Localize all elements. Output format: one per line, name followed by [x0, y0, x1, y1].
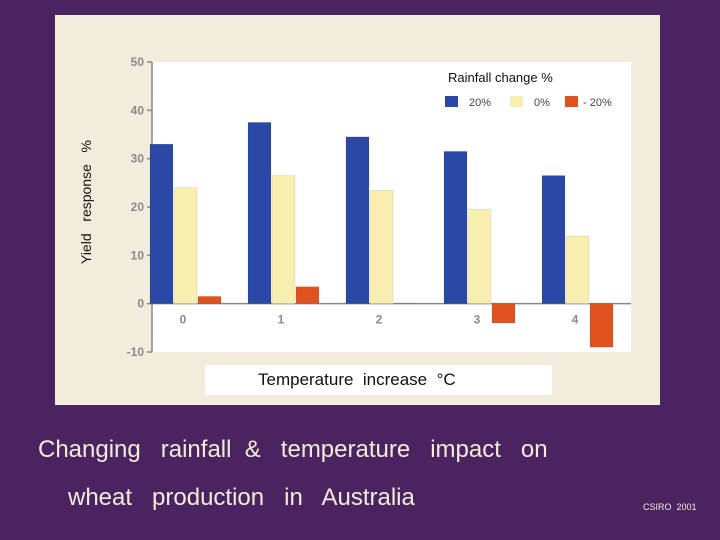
bar	[443, 151, 468, 304]
bar	[271, 175, 296, 304]
legend-swatch	[510, 96, 523, 107]
y-tick-label: -10	[127, 345, 145, 359]
x-tick-label: 0	[180, 313, 187, 327]
legend-label: 0%	[534, 97, 550, 109]
slide-title-line-1: Changing rainfall & temperature impact o…	[38, 436, 548, 463]
credit-text: CSIRO 2001	[643, 502, 697, 512]
bar	[197, 296, 222, 304]
x-tick-label: 2	[376, 313, 383, 327]
bar	[589, 303, 614, 348]
chart-panel: -10 0 10 20 30 40 50 0 1 2 3 4 Rainfall change % 20% 0…	[55, 15, 660, 405]
x-tick-label: 1	[278, 313, 285, 327]
bar	[565, 235, 590, 304]
y-tick-label: 30	[131, 152, 145, 166]
bar	[491, 303, 516, 324]
x-tick-label: 3	[474, 313, 481, 327]
legend-swatch	[445, 96, 458, 107]
bar	[247, 122, 272, 304]
y-tick-label: 10	[131, 248, 145, 262]
y-tick-label: 50	[131, 55, 145, 69]
bar	[173, 187, 198, 304]
bar-chart: -10 0 10 20 30 40 50 0 1 2 3 4 Rainfall change % 20% 0…	[127, 55, 631, 359]
legend-swatch	[565, 96, 578, 107]
y-axis-label: Yield response %	[78, 140, 94, 264]
x-axis-label: Temperature increase °C	[258, 370, 456, 389]
y-tick-label: 0	[137, 297, 144, 311]
x-tick-label: 4	[572, 313, 579, 327]
legend-label: - 20%	[583, 97, 612, 109]
bar	[295, 286, 320, 304]
bar	[369, 189, 394, 304]
bar	[345, 136, 370, 304]
x-axis-label-box	[205, 365, 552, 395]
bar	[541, 175, 566, 304]
bar	[149, 143, 174, 304]
y-tick-label: 40	[131, 103, 145, 117]
legend-title: Rainfall change %	[448, 70, 553, 85]
slide-title-line-2: wheat production in Australia	[68, 484, 415, 511]
legend-label: 20%	[469, 97, 491, 109]
bar	[467, 209, 492, 304]
y-tick-label: 20	[131, 200, 145, 214]
